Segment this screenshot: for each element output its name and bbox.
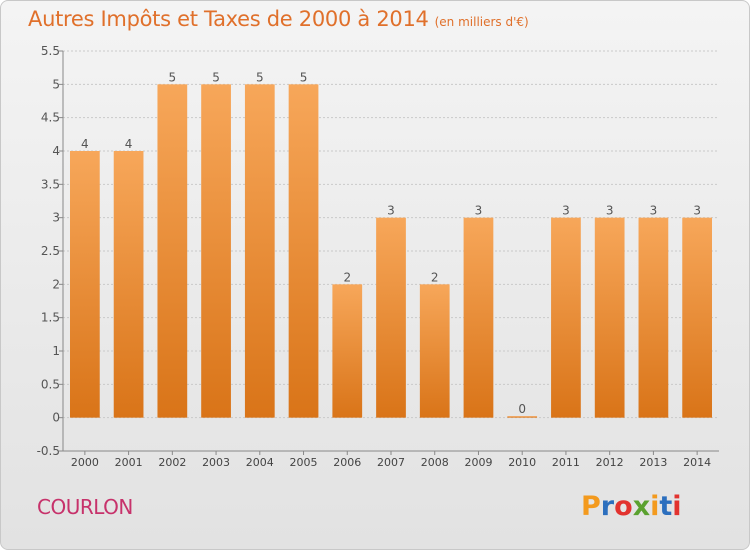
- chart-title-unit: (en milliers d'€): [434, 15, 529, 29]
- proxiti-logo: Proxiti: [581, 491, 682, 522]
- y-tick-label: 3: [52, 211, 60, 225]
- y-tick-label: 0: [52, 411, 60, 425]
- data-label: 3: [606, 204, 614, 218]
- bar: [201, 84, 231, 418]
- data-label: 5: [300, 70, 308, 84]
- chart-title-main: Autres Impôts et Taxes de 2000 à 2014: [28, 7, 429, 31]
- x-tick-label: 2003: [202, 456, 230, 469]
- x-tick-label: 2009: [464, 456, 492, 469]
- y-axis: 5.5 5 4.5 4 3.5 3 2.5 2 1.5 1 0.5 0 -0.5: [37, 44, 64, 458]
- data-label: 5: [256, 70, 264, 84]
- data-label: 5: [212, 70, 220, 84]
- bar: [682, 217, 713, 418]
- logo-letter: r: [600, 491, 615, 522]
- bar: [594, 217, 625, 418]
- bar: [113, 151, 144, 418]
- bar: [376, 217, 406, 418]
- data-label: 2: [431, 270, 439, 284]
- data-label: 3: [475, 204, 483, 218]
- logo-letter: i: [650, 491, 660, 522]
- chart-title: Autres Impôts et Taxes de 2000 à 2014 (en…: [28, 7, 529, 31]
- data-label: 5: [169, 70, 177, 84]
- logo-letter: t: [659, 491, 673, 522]
- y-tick-label: 3.5: [41, 177, 60, 191]
- y-tick-label: 5: [52, 77, 60, 91]
- y-tick-label: 5.5: [41, 44, 60, 58]
- bar: [288, 84, 319, 418]
- bar: [638, 217, 669, 418]
- x-tick-label: 2007: [377, 456, 405, 469]
- y-tick-label: 0.5: [41, 377, 60, 391]
- bar: [507, 416, 538, 418]
- bar: [332, 284, 363, 418]
- data-label: 0: [518, 402, 526, 416]
- y-tick-label: 4.5: [41, 111, 60, 125]
- commune-name: COURLON: [37, 495, 133, 519]
- logo-letter: x: [632, 491, 651, 522]
- bar: [69, 151, 100, 418]
- x-tick-label: 2008: [421, 456, 449, 469]
- bar: [463, 217, 494, 418]
- logo-letter: P: [581, 491, 601, 522]
- x-axis: 2000 2001 2002 2003 2004 2005 2006 2007 2008 2009…: [63, 450, 719, 469]
- data-label: 3: [650, 204, 658, 218]
- x-tick-label: 2014: [683, 456, 711, 469]
- data-label: 3: [562, 204, 570, 218]
- x-tick-label: 2000: [71, 456, 99, 469]
- bar: [157, 84, 188, 418]
- logo-letter: o: [614, 491, 633, 522]
- x-tick-label: 2010: [508, 456, 536, 469]
- x-tick-label: 2012: [596, 456, 624, 469]
- data-label: 3: [387, 204, 395, 218]
- x-tick-label: 2005: [290, 456, 318, 469]
- bar: [551, 217, 581, 418]
- y-tick-label: 2.5: [41, 244, 60, 258]
- x-tick-label: 2002: [158, 456, 186, 469]
- bar: [244, 84, 275, 418]
- x-tick-label: 2001: [115, 456, 143, 469]
- logo-letter: i: [672, 491, 682, 522]
- x-tick-label: 2011: [552, 456, 580, 469]
- x-tick-label: 2004: [246, 456, 274, 469]
- bar: [419, 284, 450, 418]
- x-tick-label: 2006: [333, 456, 361, 469]
- bars: 4 4 5 5 5 5 2 3 2 3 0 3 3 3 3: [69, 70, 713, 418]
- x-tick-label: 2013: [639, 456, 667, 469]
- y-tick-label: 4: [52, 144, 60, 158]
- data-label: 2: [343, 270, 351, 284]
- data-label: 3: [693, 204, 701, 218]
- y-tick-label: 1.5: [41, 311, 60, 325]
- data-label: 4: [125, 137, 133, 151]
- data-label: 4: [81, 137, 89, 151]
- y-tick-label: 2: [52, 277, 60, 291]
- y-tick-label: 1: [52, 344, 60, 358]
- y-tick-label: -0.5: [37, 444, 60, 458]
